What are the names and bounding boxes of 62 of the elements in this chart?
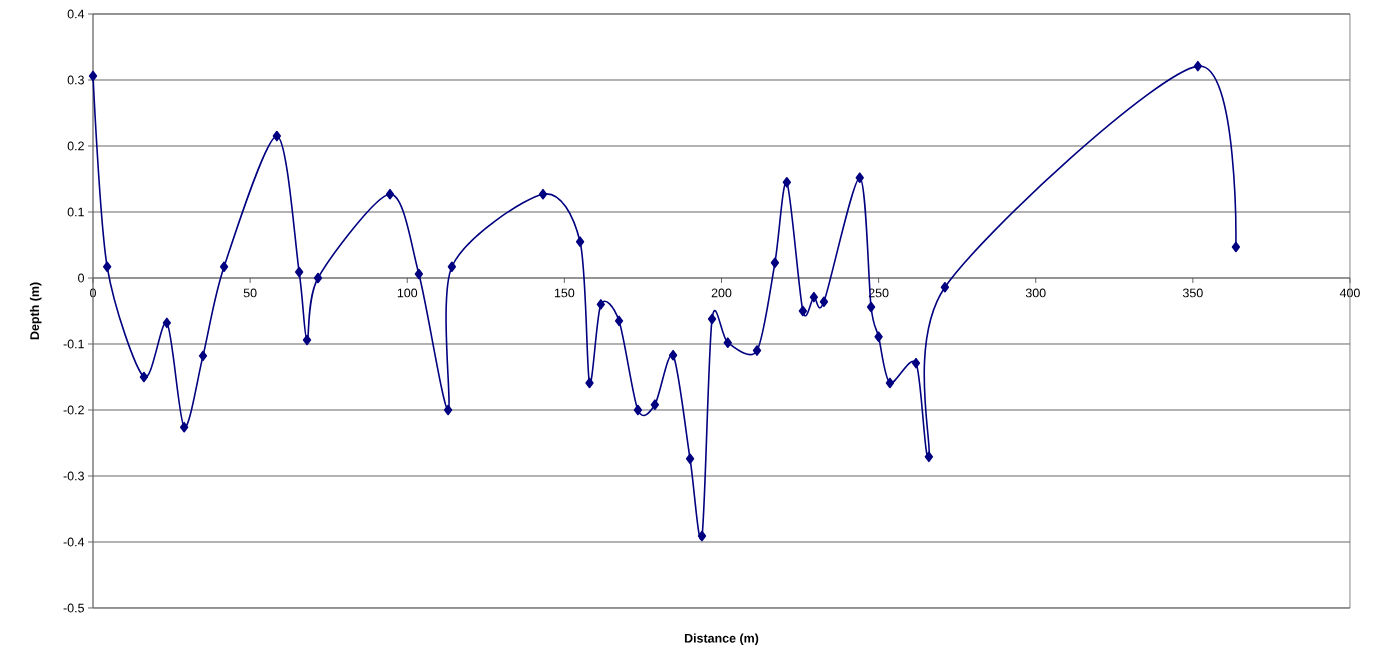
point: [179, 421, 189, 433]
y-tick-label: 0.2: [67, 141, 84, 151]
y-tick-label: 0.4: [67, 9, 85, 19]
y-tick-label: -0.2: [63, 405, 84, 415]
point: [198, 350, 208, 362]
y-tick-label: -0.4: [63, 537, 85, 547]
point: [294, 266, 304, 278]
x-tick-label: 400: [1339, 288, 1360, 298]
point: [102, 261, 112, 273]
x-axis-title: Distance (m): [684, 633, 759, 646]
point: [385, 188, 395, 200]
point: [585, 377, 594, 389]
y-tick-label: 0.3: [67, 75, 84, 85]
point: [1193, 60, 1203, 72]
y-axis-title: Depth (m): [29, 282, 42, 340]
point: [707, 313, 717, 325]
point: [885, 377, 895, 389]
x-tick-label: 0: [90, 288, 96, 298]
point: [302, 334, 312, 346]
point: [650, 399, 660, 411]
y-tick-label: -0.3: [63, 471, 84, 481]
x-tick-label: 300: [1025, 288, 1046, 298]
point: [809, 291, 819, 303]
point: [770, 257, 780, 269]
point: [272, 130, 282, 142]
x-tick-label: 50: [243, 288, 257, 298]
point: [633, 404, 643, 416]
point: [855, 172, 864, 183]
x-tick-label: 350: [1182, 288, 1203, 298]
y-tick-label: 0.1: [67, 207, 84, 217]
point: [874, 331, 883, 343]
x-tick-label: 150: [554, 288, 575, 298]
point: [668, 349, 678, 361]
y-tick-label: 0: [78, 273, 85, 283]
point: [596, 299, 605, 310]
point: [614, 315, 624, 327]
point: [575, 236, 585, 247]
point: [88, 70, 98, 82]
y-tick-label: -0.1: [63, 339, 84, 349]
point: [139, 371, 149, 383]
point: [219, 261, 229, 273]
point: [723, 337, 732, 348]
point: [447, 261, 457, 273]
point: [782, 176, 792, 188]
point: [685, 453, 695, 465]
point: [414, 268, 424, 280]
point: [1231, 241, 1241, 253]
point: [798, 305, 808, 317]
point: [819, 296, 829, 308]
point: [924, 451, 934, 463]
point: [866, 301, 876, 313]
point: [697, 530, 707, 542]
point: [443, 404, 453, 416]
y-tick-label: -0.5: [63, 603, 84, 613]
x-tick-label: 100: [397, 288, 418, 298]
point: [162, 317, 172, 329]
x-tick-label: 200: [711, 288, 732, 298]
point: [538, 188, 548, 200]
point: [911, 357, 921, 369]
point: [752, 345, 762, 356]
point: [940, 281, 950, 293]
point: [313, 272, 323, 284]
